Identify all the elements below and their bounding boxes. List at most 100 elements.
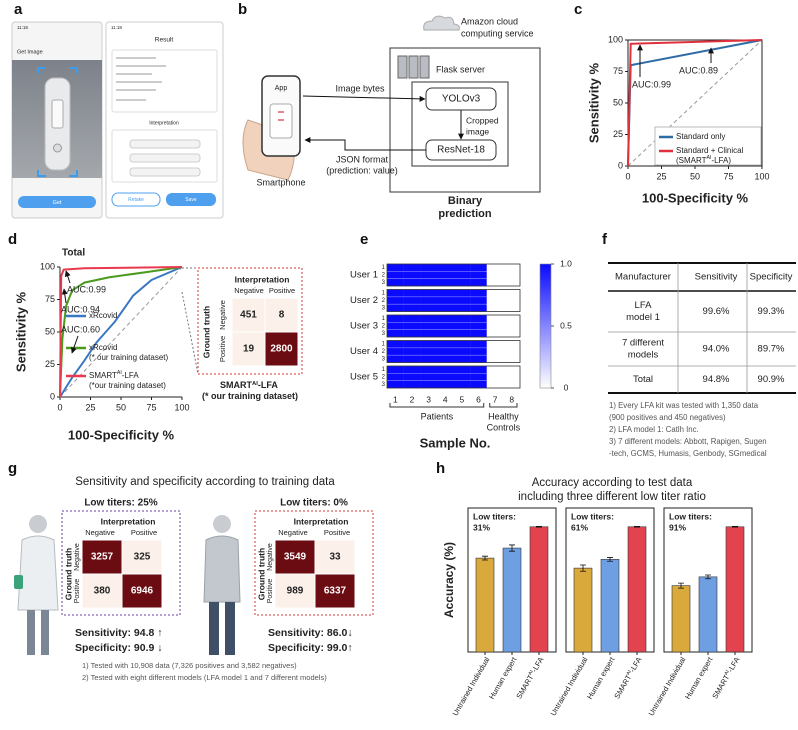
panel-label: b (238, 1, 247, 18)
legend-label: Standard only (676, 132, 725, 141)
heatmap-cell (403, 347, 421, 356)
text-line: xRcovid (89, 343, 120, 352)
matrix-frame (61, 510, 181, 616)
heatmap-cell (387, 322, 404, 330)
heatmap-cell (387, 315, 404, 323)
heatmap-cell (453, 373, 471, 381)
matrix-cell (274, 573, 316, 609)
table-header: Manufacturer (615, 272, 671, 283)
annotation: AUC:0.89 (679, 65, 718, 75)
column-label: 6 (476, 394, 481, 404)
roc-curve (59, 266, 183, 398)
server-icon (397, 55, 408, 79)
heatmap-cell (420, 271, 438, 279)
text-line: Standard + Clinical (676, 146, 746, 155)
get-button (18, 196, 96, 208)
chart-title: including three different low titer rati… (518, 491, 706, 503)
heatmap-cell (436, 296, 454, 305)
table-cell: 94.8% (703, 374, 730, 385)
y-axis-label: Sensitivity % (13, 291, 28, 372)
table-cell: model 1 (626, 312, 660, 323)
group-bracket (389, 403, 485, 408)
server-label: Flask server (436, 64, 485, 74)
leg (27, 610, 35, 655)
heatmap-cell (436, 271, 454, 279)
row-label: 2 (382, 349, 386, 355)
y-axis-label: Sensitivity % (586, 62, 601, 143)
app-screens (11, 21, 224, 219)
legend-box (654, 126, 762, 166)
response-label: (prediction: value) (326, 165, 398, 175)
heatmap-cell (486, 315, 504, 323)
heatmap-cell (420, 296, 438, 305)
heatmap-cell (486, 366, 504, 374)
x-axis-label: 100-Specificity % (642, 190, 749, 205)
bar (475, 557, 495, 653)
heatmap-cell (420, 373, 438, 381)
heatmap-cell (470, 373, 487, 381)
error-bar (732, 526, 738, 528)
x-tick-label: Human expert (683, 655, 715, 701)
heatmap-cell (403, 380, 421, 389)
bar (529, 526, 549, 653)
heatmap-cell (470, 322, 487, 330)
heatmap-cell (403, 322, 421, 330)
heatmap-cell (436, 340, 454, 349)
heatmap-cell (486, 322, 504, 330)
heatmap-cell (420, 355, 438, 363)
heatmap-cell (503, 322, 521, 330)
heatmap-cell (503, 315, 521, 323)
matrix-cell (81, 573, 123, 609)
heatmap-cell (436, 289, 454, 298)
cloud-label: computing service (461, 28, 534, 38)
matrix-label: Low titers: 0% (280, 498, 348, 509)
footnote: -tech, GCMS, Humasis, Genbody, SGmedical (609, 449, 767, 458)
people (14, 515, 241, 655)
cloud-label: Amazon cloud (461, 16, 518, 26)
group-label: Controls (487, 422, 521, 432)
heatmap-cell (486, 380, 504, 389)
heatmap-cell (436, 366, 454, 374)
heatmap-cell (387, 264, 404, 272)
heatmap-cell (387, 329, 404, 338)
heatmap-cell (453, 322, 471, 330)
legend-label: Standard + Clinical (SMARTAI-LFA) (676, 146, 746, 165)
user-frame (386, 314, 521, 338)
row-label: 3 (382, 305, 386, 311)
matrix-class: Negative (218, 300, 227, 330)
matrix-class: Negative (85, 528, 115, 537)
heatmap-cell (503, 373, 521, 381)
panel-label: f (602, 231, 608, 248)
heatmap-cell (387, 366, 404, 374)
heatmap-cell (453, 347, 471, 356)
annotation: AUC:0.99 (632, 79, 671, 89)
text-line: (SMARTAI-LFA) (676, 155, 731, 165)
text-line: (* our training dataset) (202, 391, 298, 401)
x-tick-label: 50 (690, 171, 700, 181)
heatmap-cell (453, 296, 471, 305)
heatmap-cell (387, 373, 404, 381)
row-label: 3 (382, 356, 386, 362)
error-bar (509, 544, 515, 552)
info-lines (116, 57, 166, 101)
bar (671, 585, 691, 653)
group-label: Patients (421, 411, 454, 421)
heatmap-cell (503, 340, 521, 349)
heatmap-cell (436, 304, 454, 312)
button-label: Save (185, 197, 197, 203)
footnote: 1) Every LFA kit was tested with 1,350 d… (609, 401, 759, 410)
heatmap-cell (470, 315, 487, 323)
head (213, 515, 231, 533)
heatmap-cell (503, 355, 521, 363)
user-frame (386, 365, 521, 389)
table-cell: models (628, 350, 659, 361)
heatmap-cell (387, 380, 404, 389)
status-time: 11:18 (17, 25, 28, 30)
matrix-cell (121, 539, 163, 575)
heatmap-cell (486, 304, 504, 312)
heatmap-cell (503, 347, 521, 356)
heatmap-cell (420, 329, 438, 338)
user-frame (386, 340, 521, 363)
heatmap-cell (403, 329, 421, 338)
